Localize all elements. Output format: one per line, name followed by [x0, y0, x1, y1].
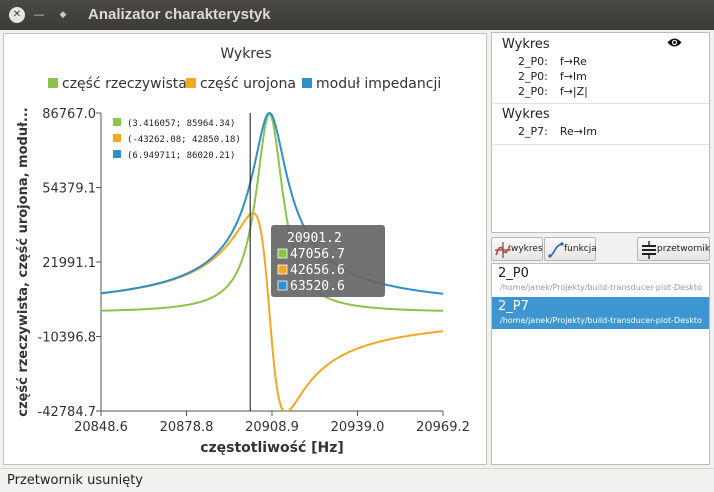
- list-item-selected[interactable]: 2_P7 /home/janek/Projekty/build-transduc…: [492, 297, 709, 329]
- y-axis-label: część rzeczywista, część urojona, moduł.…: [16, 107, 31, 416]
- tree-group-title[interactable]: Wykres: [502, 107, 550, 122]
- y-tick-label: 54379.1: [42, 182, 96, 197]
- tree-group-1[interactable]: Wykres 2_P0: f→Re 2_P0: f→Im 2_P0: f→|Z|: [492, 33, 709, 103]
- tree-group-2[interactable]: Wykres 2_P7: Re→Im: [492, 104, 709, 144]
- tree-separator: [492, 144, 709, 145]
- transducer-name: 2_P7: [498, 299, 529, 314]
- tree-item-id: 2_P7:: [518, 125, 548, 138]
- legend-label: część rzeczywista: [62, 76, 187, 92]
- legend-swatch: [186, 78, 196, 88]
- chart-title: Wykres: [220, 46, 271, 62]
- legend-label: część urojona: [200, 76, 296, 92]
- x-tick-label: 20939.0: [331, 420, 385, 435]
- plot-tree[interactable]: Wykres 2_P0: f→Re 2_P0: f→Im 2_P0: f→|Z| Wy…: [491, 32, 710, 233]
- cursor-tooltip-value: 63520.6: [290, 279, 345, 294]
- tree-item[interactable]: 2_P0: f→Re: [518, 55, 587, 68]
- point-label: (-43262.08; 42850.18): [127, 135, 241, 145]
- point-label: (6.949711; 86020.21): [127, 151, 235, 161]
- tree-item[interactable]: 2_P0: f→Im: [518, 70, 587, 83]
- title-bar: ✕ — ◆ Analizator charakterystyk: [0, 0, 714, 30]
- tree-item-id: 2_P0:: [518, 70, 548, 83]
- series-line: [101, 112, 443, 312]
- tree-item-id: 2_P0:: [518, 85, 548, 98]
- maximize-button[interactable]: ◆: [55, 7, 71, 23]
- maximize-icon: ◆: [59, 10, 67, 20]
- cursor-tooltip-swatch: [277, 248, 288, 259]
- transducer-icon: [642, 241, 656, 259]
- y-tick-label: -42784.7: [38, 405, 96, 420]
- close-icon: ✕: [12, 9, 22, 20]
- x-axis-label: częstotliwość [Hz]: [200, 440, 344, 456]
- x-tick-label: 20908.9: [245, 420, 299, 435]
- point-label-swatch: [113, 134, 121, 142]
- cursor-tooltip: [271, 225, 385, 297]
- y-tick-label: 21991.1: [42, 256, 96, 271]
- minimize-icon: —: [33, 8, 45, 21]
- list-item[interactable]: 2_P0 /home/janek/Projekty/build-transduc…: [492, 264, 709, 296]
- impedance-chart[interactable]: Wykres część rzeczywista część urojona modu…: [4, 34, 488, 466]
- plot-button[interactable]: wykres: [491, 237, 543, 261]
- function-icon: [548, 242, 564, 258]
- transducer-path: /home/janek/Projekty/build-transducer-pl…: [500, 316, 702, 325]
- window-title: Analizator charakterystyk: [88, 6, 271, 23]
- transducer-path: /home/janek/Projekty/build-transducer-pl…: [500, 283, 702, 292]
- cursor-tooltip-swatch: [277, 264, 288, 275]
- legend-swatch: [48, 78, 58, 88]
- x-tick-label: 20969.2: [416, 420, 470, 435]
- close-button[interactable]: ✕: [9, 7, 25, 23]
- function-button-label: funkcja: [564, 244, 597, 254]
- transducer-button-label: przetwornik: [657, 244, 711, 254]
- y-tick-label: 86767.0: [42, 107, 96, 122]
- cursor-tooltip-value: 42656.6: [290, 263, 345, 278]
- cursor-tooltip-header: 20901.2: [287, 231, 342, 246]
- tree-group-title[interactable]: Wykres: [502, 37, 550, 52]
- transducer-name: 2_P0: [498, 266, 529, 281]
- transducer-list[interactable]: 2_P0 /home/janek/Projekty/build-transduc…: [491, 263, 710, 465]
- cursor-tooltip-value: 47056.7: [290, 247, 345, 262]
- series-line: [101, 111, 443, 295]
- tree-item-id: 2_P0:: [518, 55, 548, 68]
- point-label: (3.416057; 85964.34): [127, 119, 235, 129]
- chart-panel[interactable]: Wykres część rzeczywista część urojona modu…: [3, 33, 487, 465]
- minimize-button[interactable]: —: [31, 7, 47, 23]
- y-tick-label: -10396.8: [38, 331, 96, 346]
- function-button[interactable]: funkcja: [544, 237, 597, 261]
- plot-button-label: wykres: [511, 244, 543, 254]
- tree-item-curve: f→Re: [559, 55, 587, 68]
- tree-separator: [492, 103, 709, 104]
- x-tick-label: 20878.8: [160, 420, 214, 435]
- tree-item-curve: f→|Z|: [559, 85, 588, 98]
- tree-item-curve: f→Im: [559, 70, 587, 83]
- eye-icon[interactable]: [667, 37, 682, 48]
- x-tick-label: 20848.6: [74, 420, 128, 435]
- tree-item-curve: Re→Im: [559, 125, 597, 138]
- transducer-button[interactable]: przetwornik: [637, 237, 710, 261]
- legend-swatch: [302, 78, 312, 88]
- plot-icon: [495, 242, 511, 258]
- tree-item[interactable]: 2_P7: Re→Im: [518, 125, 597, 138]
- cursor-tooltip-swatch: [277, 280, 288, 291]
- point-label-swatch: [113, 150, 121, 158]
- legend-label: moduł impedancji: [316, 76, 441, 92]
- tree-item[interactable]: 2_P0: f→|Z|: [518, 85, 588, 98]
- point-label-swatch: [113, 118, 121, 126]
- status-bar: Przetwornik usunięty: [0, 468, 714, 492]
- status-text: Przetwornik usunięty: [7, 473, 143, 488]
